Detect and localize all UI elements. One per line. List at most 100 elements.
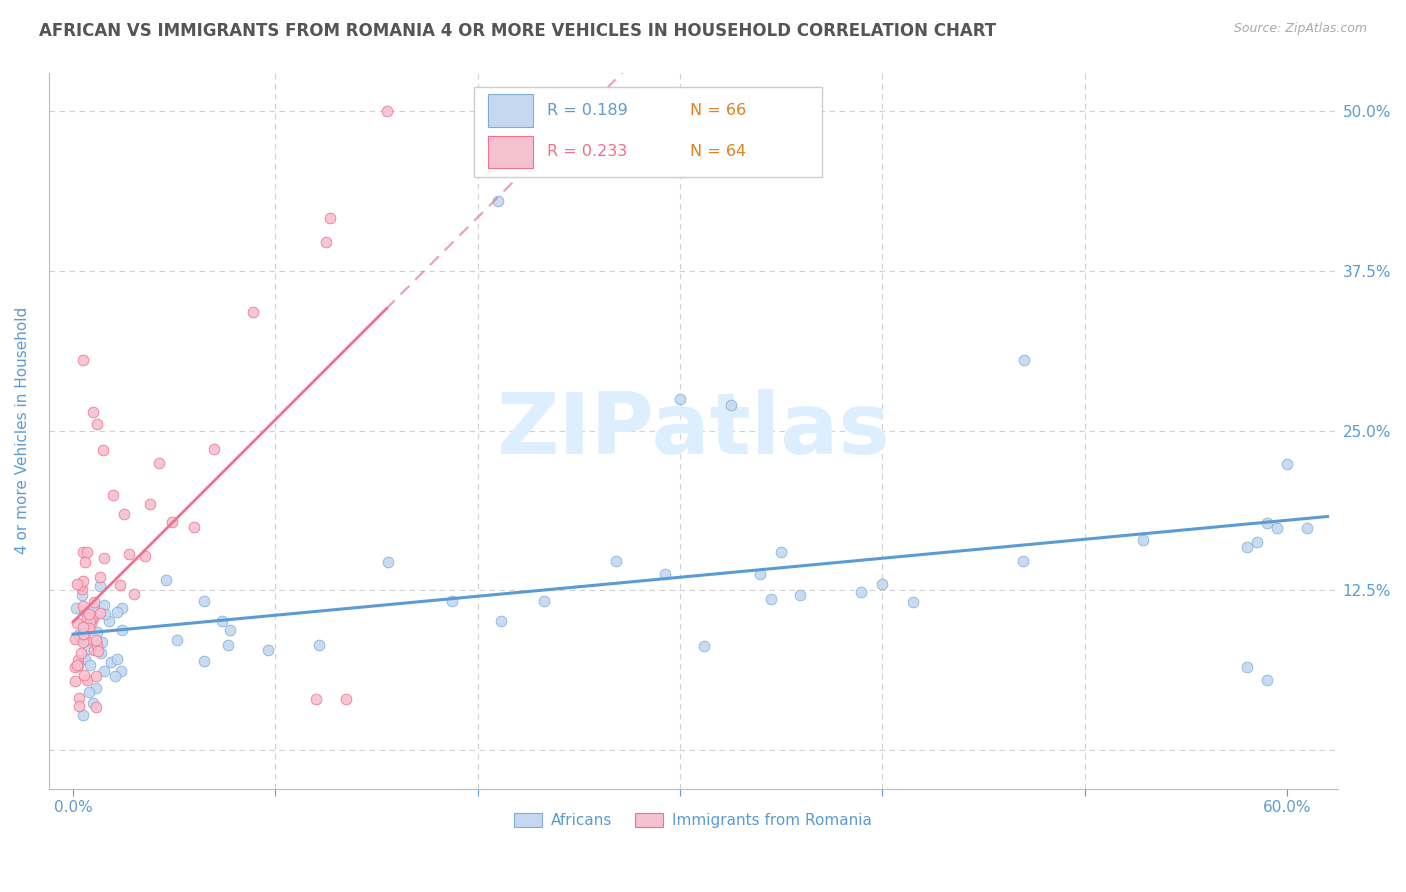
Point — [69, 631, 91, 645]
Y-axis label: 4 or more Vehicles in Household: 4 or more Vehicles in Household — [15, 307, 30, 554]
Point — [305, 692, 328, 706]
Point — [67, 699, 90, 714]
Point — [91, 635, 114, 649]
Point — [217, 638, 239, 652]
Point — [70, 646, 93, 660]
Point — [93, 550, 115, 565]
Point — [83, 642, 105, 657]
Point — [901, 595, 924, 609]
Point — [93, 598, 115, 612]
Point — [72, 599, 94, 613]
Point — [872, 577, 894, 591]
Point — [72, 582, 94, 596]
Point — [82, 404, 104, 418]
Point — [72, 574, 94, 588]
Point — [65, 659, 87, 673]
Point — [148, 456, 170, 470]
Point — [605, 554, 627, 568]
Point — [89, 578, 111, 592]
Point — [193, 594, 215, 608]
Point — [219, 623, 242, 637]
Point — [533, 594, 555, 608]
Point — [749, 566, 772, 581]
Point — [720, 398, 742, 412]
Point — [108, 578, 131, 592]
Point — [73, 668, 96, 682]
Point — [319, 211, 342, 225]
Point — [202, 442, 225, 457]
Point — [86, 638, 108, 652]
Point — [63, 673, 86, 688]
Point — [75, 632, 97, 647]
Point — [112, 507, 135, 521]
Point — [110, 664, 132, 678]
Point — [77, 621, 100, 635]
Point — [242, 305, 264, 319]
Point — [375, 104, 398, 119]
Point — [84, 700, 107, 714]
Legend: Africans, Immigrants from Romania: Africans, Immigrants from Romania — [509, 807, 879, 835]
Point — [72, 634, 94, 648]
Point — [693, 639, 716, 653]
Point — [849, 585, 872, 599]
Point — [93, 442, 115, 457]
Point — [87, 644, 110, 658]
Point — [489, 615, 512, 629]
Point — [72, 545, 94, 559]
Point — [1236, 660, 1258, 674]
Point — [759, 592, 782, 607]
Point — [63, 632, 86, 646]
Point — [75, 651, 97, 665]
Point — [73, 627, 96, 641]
Point — [77, 685, 100, 699]
Point — [94, 607, 117, 621]
Point — [1132, 533, 1154, 547]
Point — [72, 620, 94, 634]
Point — [66, 657, 89, 672]
Point — [80, 615, 103, 630]
Point — [160, 515, 183, 529]
Point — [76, 673, 98, 687]
Point — [84, 632, 107, 647]
Point — [80, 610, 103, 624]
Point — [770, 545, 793, 559]
Point — [79, 657, 101, 672]
Point — [155, 574, 177, 588]
Point — [70, 588, 93, 602]
Point — [122, 587, 145, 601]
Point — [72, 626, 94, 640]
Point — [104, 669, 127, 683]
Point — [166, 632, 188, 647]
Point — [110, 623, 132, 637]
Text: AFRICAN VS IMMIGRANTS FROM ROMANIA 4 OR MORE VEHICLES IN HOUSEHOLD CORRELATION C: AFRICAN VS IMMIGRANTS FROM ROMANIA 4 OR … — [39, 22, 997, 40]
Point — [82, 611, 104, 625]
Point — [66, 657, 89, 672]
Point — [486, 194, 509, 208]
Point — [789, 587, 811, 601]
Point — [1296, 521, 1319, 535]
Point — [1275, 458, 1298, 472]
Point — [77, 607, 100, 622]
Point — [82, 600, 104, 615]
Point — [1265, 521, 1288, 535]
Point — [77, 642, 100, 657]
Point — [138, 497, 160, 511]
Point — [82, 696, 104, 710]
Point — [1256, 673, 1278, 687]
Point — [84, 668, 107, 682]
Point — [90, 646, 112, 660]
Point — [67, 653, 90, 667]
Point — [73, 602, 96, 616]
Point — [1256, 516, 1278, 530]
Point — [76, 611, 98, 625]
Point — [118, 547, 141, 561]
Point — [440, 593, 463, 607]
Point — [73, 627, 96, 641]
Point — [134, 549, 156, 563]
Point — [65, 601, 87, 615]
Point — [89, 570, 111, 584]
Point — [193, 654, 215, 668]
Point — [79, 614, 101, 628]
Point — [93, 664, 115, 678]
Point — [1012, 554, 1035, 568]
